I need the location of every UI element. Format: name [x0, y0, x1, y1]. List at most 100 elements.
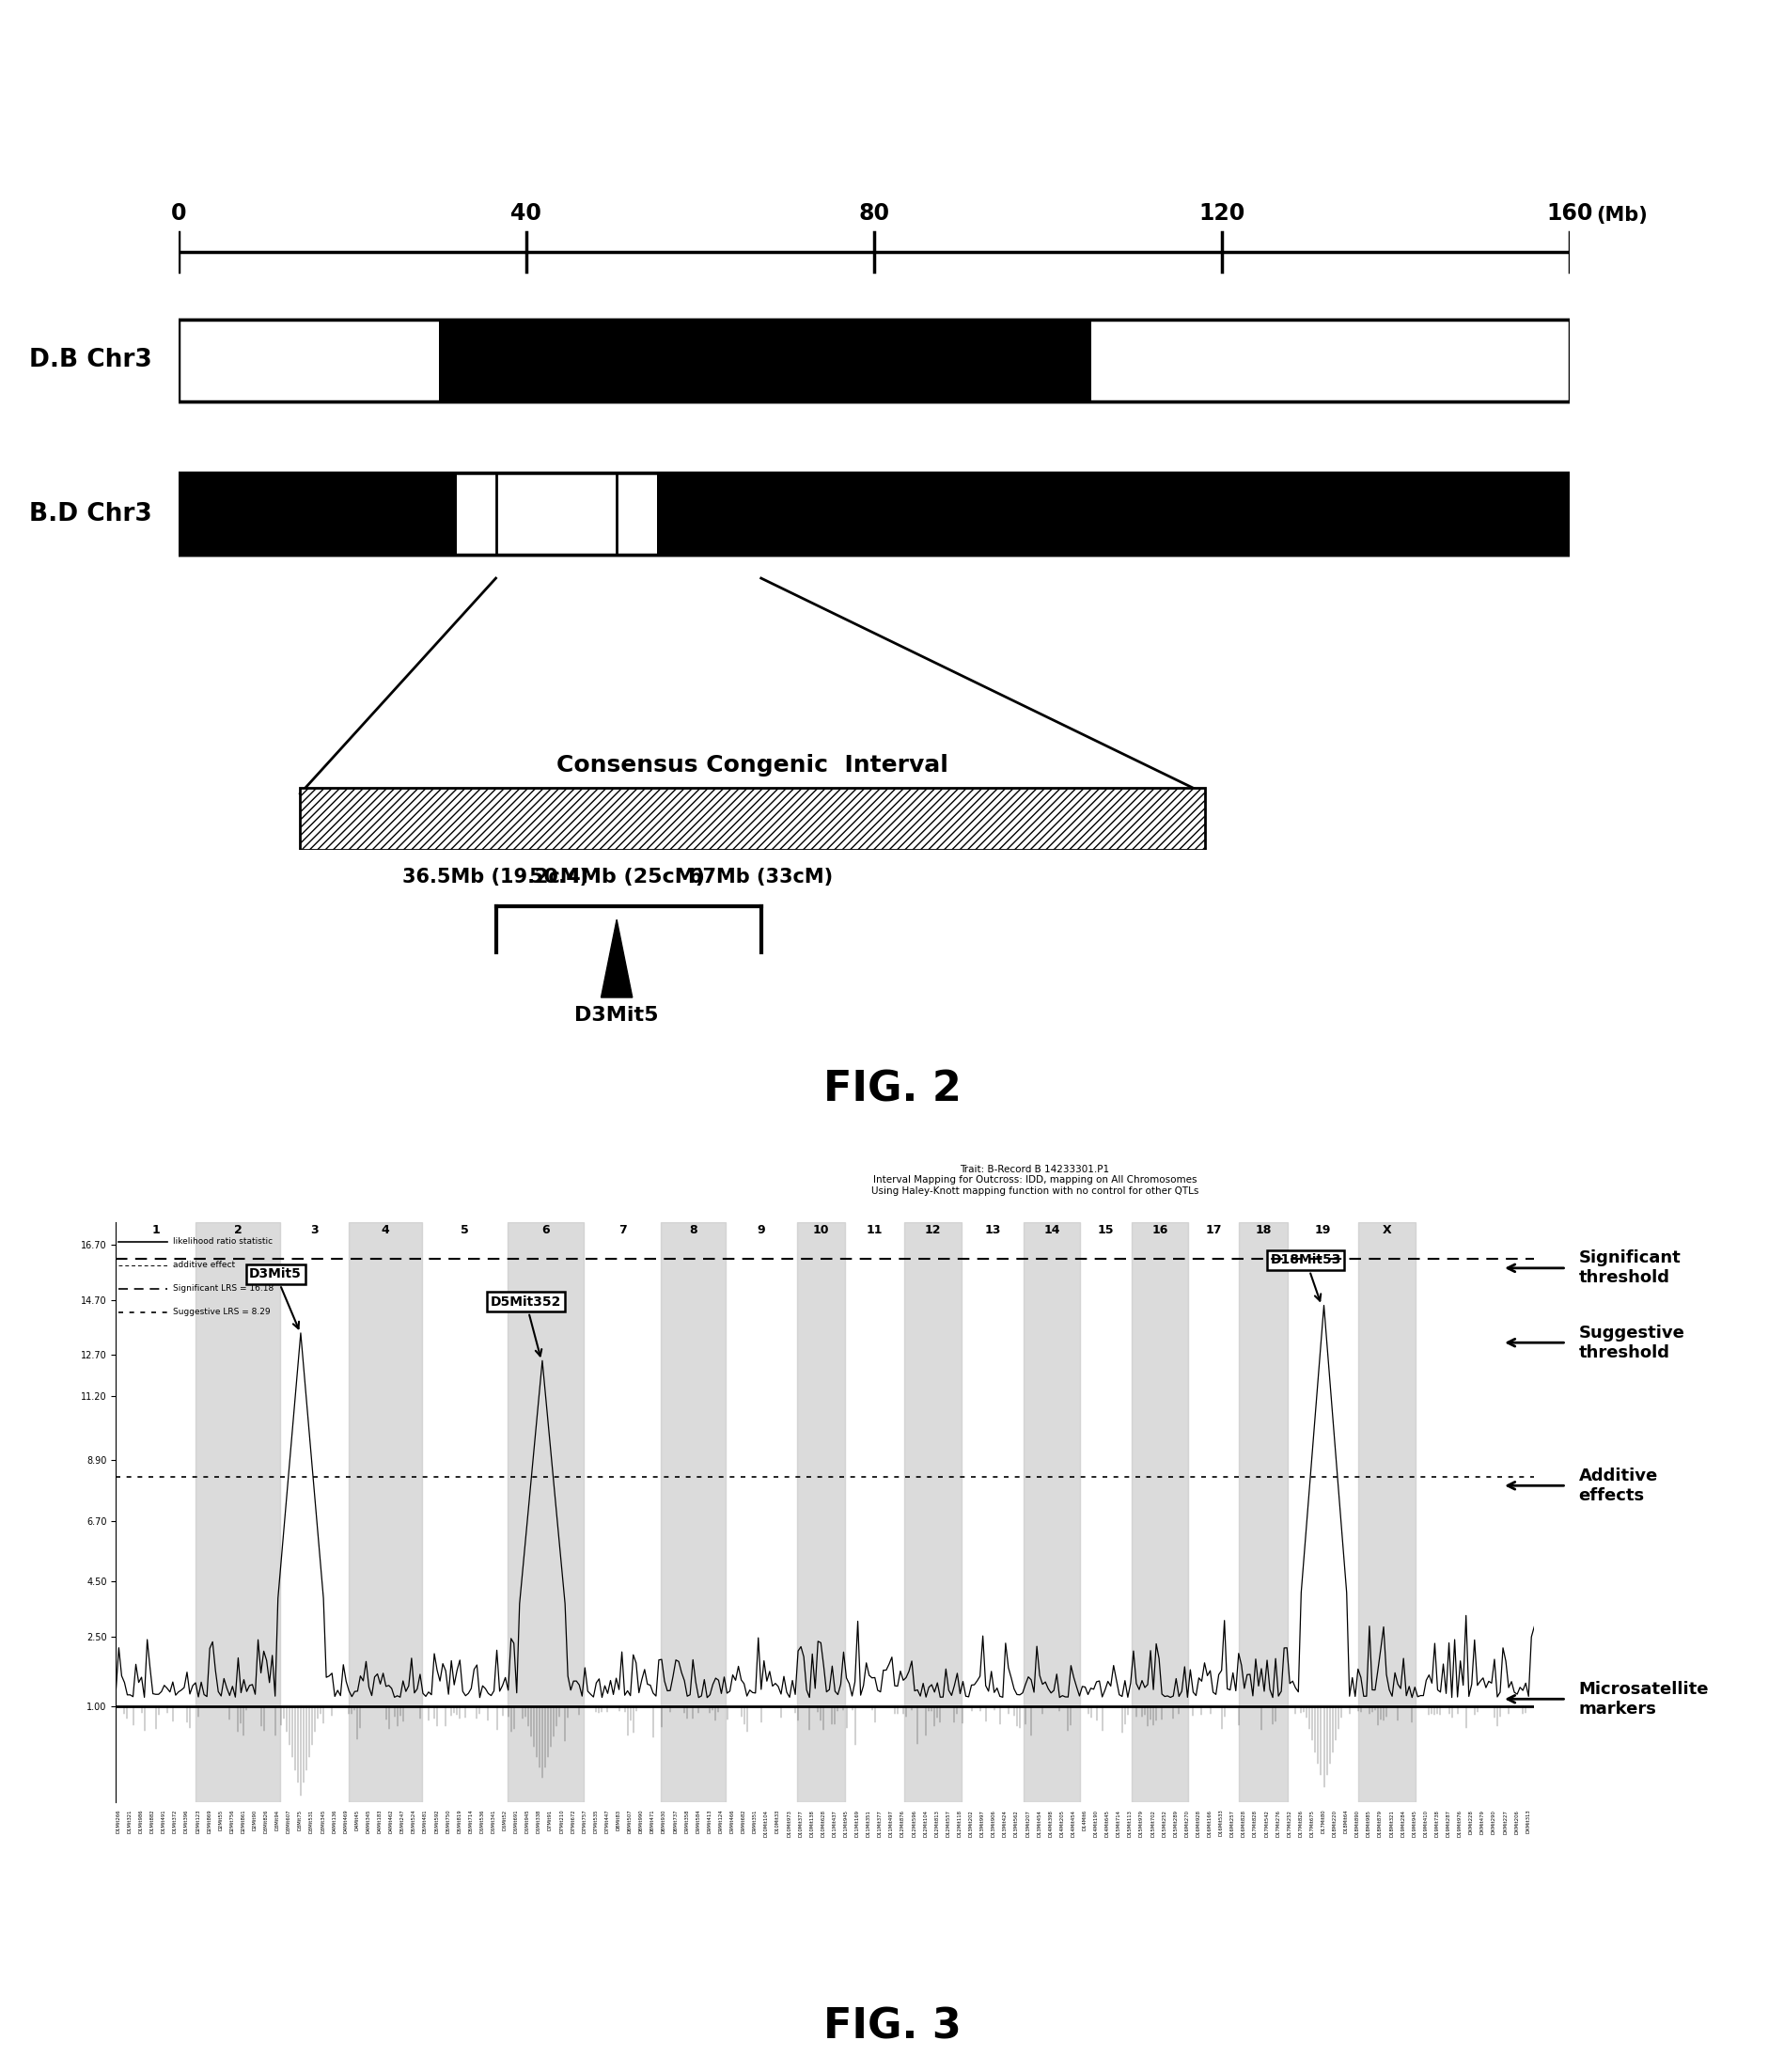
- Text: D7Mit672: D7Mit672: [571, 1809, 576, 1834]
- Text: D9Mit682: D9Mit682: [742, 1809, 746, 1834]
- Text: D8Mit83: D8Mit83: [615, 1809, 621, 1830]
- Text: D5Mit714: D5Mit714: [469, 1809, 473, 1834]
- Text: D14Mit190: D14Mit190: [1094, 1809, 1099, 1836]
- Bar: [348, 1222, 423, 1803]
- Text: D15Mit979: D15Mit979: [1140, 1809, 1144, 1836]
- Text: additive effect: additive effect: [173, 1262, 235, 1270]
- Text: 18: 18: [1256, 1225, 1272, 1237]
- Text: 9: 9: [756, 1225, 765, 1237]
- Text: D5Mit481: D5Mit481: [423, 1809, 428, 1834]
- Text: D9Mit351: D9Mit351: [753, 1809, 758, 1834]
- Text: 11: 11: [867, 1225, 883, 1237]
- Bar: [178, 472, 1570, 555]
- Text: 3: 3: [310, 1225, 319, 1237]
- Text: D14Mit645: D14Mit645: [1104, 1809, 1110, 1836]
- Bar: [178, 319, 1570, 402]
- Bar: [178, 319, 1570, 402]
- Text: D2Mit869: D2Mit869: [207, 1809, 212, 1834]
- Text: Significant LRS = 16.18: Significant LRS = 16.18: [173, 1285, 273, 1293]
- Text: D18Mit890: D18Mit890: [1356, 1809, 1359, 1836]
- Text: D19Mit410: D19Mit410: [1424, 1809, 1429, 1836]
- Text: 120: 120: [1199, 203, 1245, 224]
- Text: Suggestive LRS = 8.29: Suggestive LRS = 8.29: [173, 1307, 269, 1316]
- Text: Suggestive
threshold: Suggestive threshold: [1579, 1324, 1684, 1361]
- Text: D9Mit584: D9Mit584: [696, 1809, 701, 1834]
- Text: D10Mit628: D10Mit628: [821, 1809, 826, 1836]
- Text: D10Mit973: D10Mit973: [787, 1809, 792, 1836]
- Text: 19: 19: [1315, 1225, 1331, 1237]
- Text: D19Mit287: D19Mit287: [1447, 1809, 1450, 1836]
- Text: Additive
effects: Additive effects: [1579, 1467, 1657, 1504]
- Text: D18Mit321: D18Mit321: [1390, 1809, 1393, 1836]
- Text: 16: 16: [1152, 1225, 1169, 1237]
- Text: 1: 1: [152, 1225, 161, 1237]
- Text: D14Mit6: D14Mit6: [1083, 1809, 1086, 1830]
- Bar: [797, 1222, 846, 1803]
- Text: D2Mit756: D2Mit756: [230, 1809, 234, 1834]
- Text: D3Mit531: D3Mit531: [309, 1809, 314, 1834]
- Text: D4Mit462: D4Mit462: [389, 1809, 394, 1834]
- Text: D8Mit471: D8Mit471: [651, 1809, 655, 1834]
- Text: D17Mit828: D17Mit828: [1252, 1809, 1258, 1836]
- Bar: [1131, 1222, 1188, 1803]
- Text: D8Mit930: D8Mit930: [662, 1809, 667, 1834]
- Text: 40: 40: [510, 203, 542, 224]
- Text: D8Mit990: D8Mit990: [639, 1809, 644, 1834]
- Text: D19Mit284: D19Mit284: [1400, 1809, 1406, 1836]
- Text: D3Mit345: D3Mit345: [321, 1809, 325, 1834]
- Text: D6Mit536: D6Mit536: [480, 1809, 485, 1834]
- Text: D15Mit113: D15Mit113: [1127, 1809, 1133, 1836]
- Text: Microsatellite
markers: Microsatellite markers: [1579, 1680, 1709, 1718]
- Text: D4Mit136: D4Mit136: [332, 1809, 337, 1834]
- Text: Trait: B-Record B 14233301.P1
Interval Mapping for Outcross: IDD, mapping on All: Trait: B-Record B 14233301.P1 Interval M…: [871, 1164, 1199, 1196]
- Text: likelihood ratio statistic: likelihood ratio statistic: [173, 1237, 273, 1245]
- Text: D7Mit210: D7Mit210: [560, 1809, 564, 1834]
- Text: D10Mit33: D10Mit33: [776, 1809, 780, 1834]
- Text: D11Mit351: D11Mit351: [867, 1809, 871, 1836]
- Text: D17Mit80: D17Mit80: [1322, 1809, 1326, 1834]
- Bar: [196, 1222, 280, 1803]
- Text: D12Mit104: D12Mit104: [922, 1809, 928, 1836]
- Text: D3Mit75: D3Mit75: [298, 1809, 303, 1830]
- Text: D10Mit138: D10Mit138: [810, 1809, 814, 1836]
- Text: 4: 4: [382, 1225, 389, 1237]
- Text: DXMit290: DXMit290: [1491, 1809, 1497, 1834]
- Text: D7Mit757: D7Mit757: [582, 1809, 587, 1834]
- Text: 2: 2: [234, 1225, 243, 1237]
- Text: D5Mit592: D5Mit592: [434, 1809, 439, 1834]
- Text: D1Mit321: D1Mit321: [127, 1809, 132, 1834]
- Text: D17Mit276: D17Mit276: [1276, 1809, 1281, 1836]
- Text: B.D Chr3: B.D Chr3: [29, 501, 152, 526]
- Text: D13Mit997: D13Mit997: [979, 1809, 985, 1836]
- Text: D5Mit524: D5Mit524: [412, 1809, 416, 1834]
- Text: D6Mit52: D6Mit52: [503, 1809, 507, 1830]
- Text: 8: 8: [689, 1225, 698, 1237]
- Text: 12: 12: [924, 1225, 942, 1237]
- Text: D11Mit497: D11Mit497: [888, 1809, 894, 1836]
- Text: Significant
threshold: Significant threshold: [1579, 1249, 1681, 1287]
- Text: D8Mit737: D8Mit737: [673, 1809, 678, 1834]
- Bar: [178, 321, 439, 400]
- Text: D.B Chr3: D.B Chr3: [29, 348, 152, 373]
- Text: D15Mit714: D15Mit714: [1117, 1809, 1120, 1836]
- Text: FIG. 3: FIG. 3: [822, 2006, 962, 2047]
- Text: D18Mit220: D18Mit220: [1333, 1809, 1338, 1836]
- Text: D17Mit542: D17Mit542: [1265, 1809, 1268, 1836]
- Text: D7Mit535: D7Mit535: [594, 1809, 598, 1834]
- Text: D1Mit491: D1Mit491: [161, 1809, 166, 1834]
- Text: 7: 7: [619, 1225, 626, 1237]
- Text: D16Mit533: D16Mit533: [1218, 1809, 1224, 1836]
- Bar: [1358, 1222, 1415, 1803]
- Text: D1Mit882: D1Mit882: [150, 1809, 155, 1834]
- Text: DXMit206: DXMit206: [1515, 1809, 1518, 1834]
- Text: D2Mit123: D2Mit123: [196, 1809, 200, 1834]
- Text: D15Mit702: D15Mit702: [1151, 1809, 1156, 1836]
- Text: 80: 80: [858, 203, 890, 224]
- Text: D11Mit945: D11Mit945: [844, 1809, 847, 1836]
- Text: D13Mit562: D13Mit562: [1013, 1809, 1019, 1836]
- Text: D14Mit454: D14Mit454: [1070, 1809, 1076, 1836]
- Text: D19Mit738: D19Mit738: [1434, 1809, 1440, 1836]
- Text: D9Mit124: D9Mit124: [719, 1809, 723, 1834]
- Text: DXMit479: DXMit479: [1481, 1809, 1484, 1834]
- Bar: [660, 1222, 726, 1803]
